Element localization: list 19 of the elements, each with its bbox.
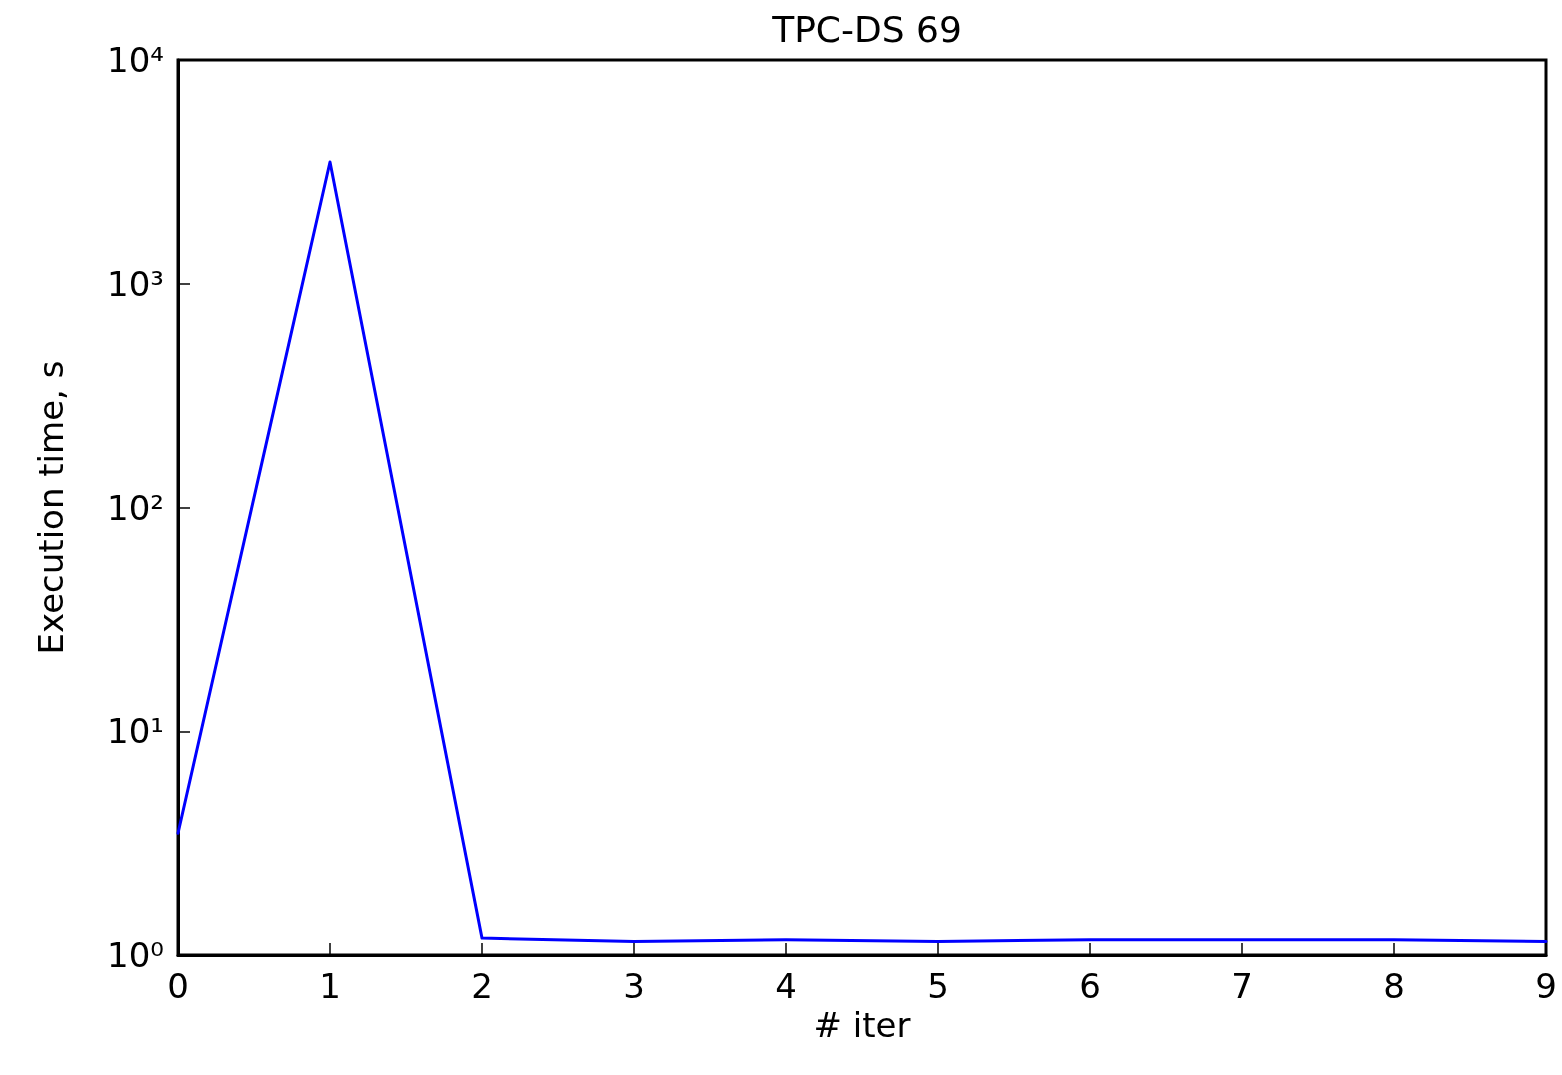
y-tick-label: 10⁰	[107, 935, 164, 975]
y-tick-label: 10³	[107, 263, 164, 304]
x-tick-label: 5	[927, 966, 949, 1006]
x-tick-label: 7	[1231, 966, 1253, 1006]
x-tick-label: 2	[471, 966, 493, 1006]
x-tick-label: 9	[1535, 966, 1557, 1006]
y-tick-label: 10¹	[107, 711, 164, 752]
x-axis-title: # iter	[813, 1004, 911, 1045]
y-axis-title: Execution time, s	[31, 360, 71, 655]
x-tick-label: 3	[623, 966, 645, 1006]
chart-title: TPC-DS 69	[771, 8, 962, 50]
x-tick-label: 0	[167, 966, 189, 1006]
y-tick-label: 10⁴	[107, 40, 164, 80]
x-tick-label: 8	[1383, 966, 1405, 1006]
x-tick-label: 6	[1079, 966, 1101, 1006]
x-tick-label: 1	[319, 966, 341, 1006]
y-tick-label: 10²	[107, 487, 164, 528]
line-series	[176, 160, 1548, 943]
x-tick-label: 4	[775, 966, 797, 1006]
